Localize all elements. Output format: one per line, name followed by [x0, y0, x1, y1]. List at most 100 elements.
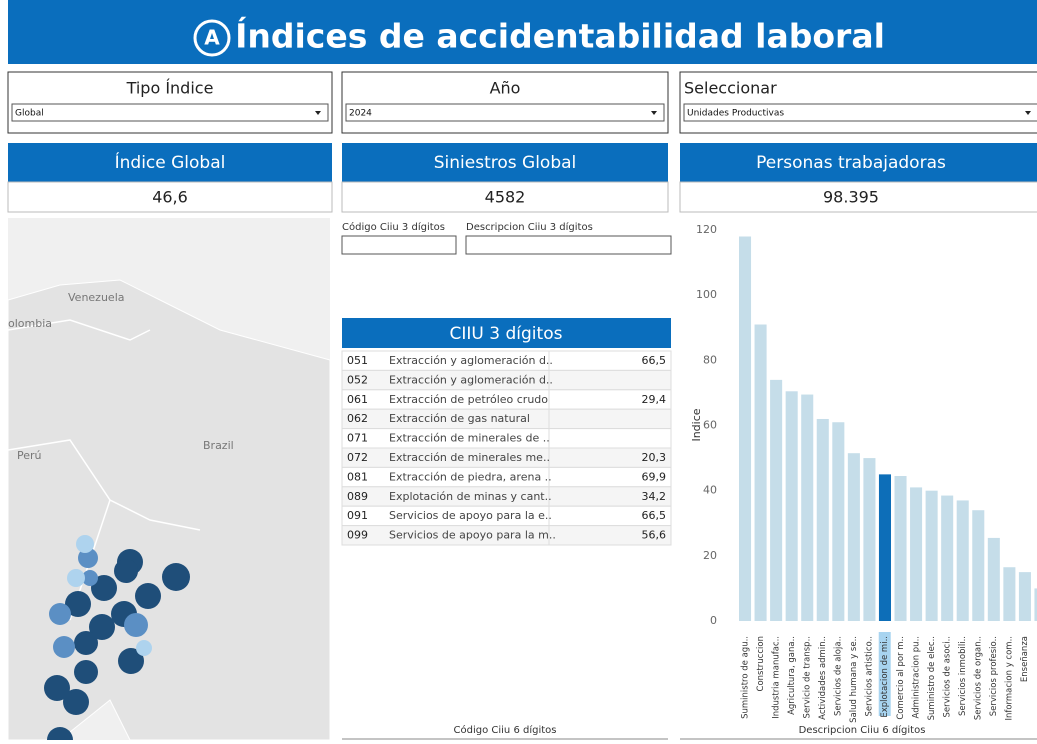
- filter-label: Seleccionar: [684, 79, 777, 98]
- filter-label: Tipo Índice: [126, 79, 214, 98]
- search-input[interactable]: [341, 235, 457, 255]
- label-highlight: [878, 632, 891, 716]
- bar: [972, 510, 985, 621]
- x-tick-label: Construccion: [756, 636, 766, 691]
- row-code: 062: [347, 412, 368, 425]
- bar: [785, 391, 798, 621]
- x-tick-label: Servicio de transp..: [802, 636, 812, 718]
- search-label: Código Ciiu 3 dígitos: [342, 221, 445, 233]
- filters: Tipo Índice Global Año 2024 Seleccionar Unida…: [7, 71, 1037, 134]
- y-tick-label: 60: [703, 419, 717, 432]
- map-dots-mid: [49, 548, 148, 658]
- title: Índices de accidentabilidad laboral: [235, 16, 885, 56]
- bar: [1018, 572, 1031, 621]
- bar: [847, 453, 860, 621]
- y-tick-label: 40: [703, 484, 717, 497]
- kpi-header: [680, 143, 1037, 182]
- map-label: Venezuela: [68, 291, 125, 304]
- row-desc: Servicios de apoyo para la e..: [389, 509, 552, 522]
- x-tick-label: Servicios de aloja..: [834, 636, 844, 716]
- header: [8, 0, 1037, 64]
- kpi-title: Personas trabajadoras: [756, 153, 946, 173]
- row-code: 072: [347, 451, 368, 464]
- row-code: 081: [347, 470, 368, 483]
- row-desc: Extracción y aglomeración d..: [389, 354, 553, 367]
- x-tick-label: Servicios de organ..: [974, 636, 984, 720]
- chart: Indice 0 20 40 60 80 100 120 Suministro de agu..…: [690, 223, 1037, 723]
- logo: A: [204, 26, 220, 50]
- x-tick-label: Suministro de agu..: [740, 636, 750, 719]
- kpis: Índice Global 46,6 Siniestros Global 4582 Pe…: [7, 143, 1037, 213]
- bar: [754, 324, 767, 621]
- map-dots: [44, 549, 190, 740]
- search-input[interactable]: [465, 235, 672, 255]
- x-tick-label: Servicios de asoci..: [942, 636, 952, 717]
- row-code: 099: [347, 529, 368, 542]
- kpi-value: 4582: [485, 188, 526, 207]
- bar: [925, 490, 938, 621]
- row-code: 052: [347, 373, 368, 386]
- row-value: 56,6: [642, 529, 667, 542]
- map-label: olombia: [8, 317, 52, 330]
- land: [8, 279, 330, 740]
- y-tick-label: 0: [710, 614, 717, 627]
- row-value: 66,5: [642, 354, 667, 367]
- x-tick-label: Suministro de elec..: [927, 636, 937, 720]
- row-desc: Servicios de apoyo para la m..: [389, 529, 556, 542]
- bar: [987, 537, 1000, 621]
- footer-label: Descripcion Ciiu 6 dígitos: [799, 724, 926, 736]
- bar: [1034, 588, 1037, 621]
- kpi-box: [341, 181, 669, 213]
- bar: [801, 394, 814, 621]
- bar: [956, 500, 969, 621]
- x-tick-label: Servicios artistico..: [865, 636, 875, 717]
- x-tick-label: Actividades admin..: [818, 636, 828, 720]
- row-desc: Extracción de petróleo crudo: [389, 393, 548, 406]
- bar: [941, 495, 954, 621]
- filter-box: [7, 71, 333, 134]
- x-tick-label: Enseñanza: [1020, 636, 1030, 682]
- x-tick-label: Agricultura, gana..: [787, 636, 797, 715]
- kpi-title: Siniestros Global: [434, 153, 577, 173]
- kpi-box: [7, 181, 333, 213]
- row-code: 071: [347, 432, 368, 445]
- kpi-header: [342, 143, 668, 182]
- y-tick-label: 80: [703, 353, 717, 366]
- x-tick-label: Servicios inmobili..: [958, 636, 968, 716]
- row-code: 061: [347, 393, 368, 406]
- row-value: 20,3: [642, 451, 667, 464]
- row-value: 69,9: [642, 470, 667, 483]
- kpi-value: 46,6: [152, 188, 188, 207]
- row-desc: Extracción y aglomeración d..: [389, 373, 553, 386]
- filter-box: [679, 71, 1037, 134]
- dropdown[interactable]: [345, 103, 665, 122]
- kpi-value: 98.395: [823, 188, 879, 207]
- x-tick-label: Industria manufac..: [771, 636, 781, 719]
- dropdown[interactable]: [683, 103, 1037, 122]
- x-tick-label: Salud humana y se..: [849, 636, 859, 723]
- table-title: CIIU 3 dígitos: [450, 324, 563, 344]
- row-code: 089: [347, 490, 368, 503]
- x-tick-label: Explotacion de mi..: [880, 636, 890, 718]
- table-row: [341, 525, 672, 546]
- bar: [832, 422, 845, 621]
- y-tick-label: 100: [696, 288, 717, 301]
- map-label: Perú: [17, 449, 42, 462]
- row-desc: Explotación de minas y cant..: [389, 490, 552, 503]
- row-code: 051: [347, 354, 368, 367]
- row-value: 66,5: [642, 509, 667, 522]
- x-tick-label: Servicios profesio..: [989, 636, 999, 716]
- x-tick-label: Informacion y com..: [1005, 636, 1015, 721]
- dropdown[interactable]: [11, 103, 329, 122]
- y-tick-label: 120: [696, 223, 717, 236]
- dropdown-arrow: [1025, 111, 1031, 115]
- row-code: 091: [347, 509, 368, 522]
- row-desc: Extracción de minerales de ..: [389, 432, 550, 445]
- x-tick-label: Comercio al por m..: [896, 636, 906, 720]
- dropdown-arrow: [651, 111, 657, 115]
- dropdown-value: Unidades Productivas: [687, 109, 784, 119]
- bar: [910, 487, 923, 621]
- kpi-box: [679, 181, 1037, 213]
- table-header: [342, 318, 671, 348]
